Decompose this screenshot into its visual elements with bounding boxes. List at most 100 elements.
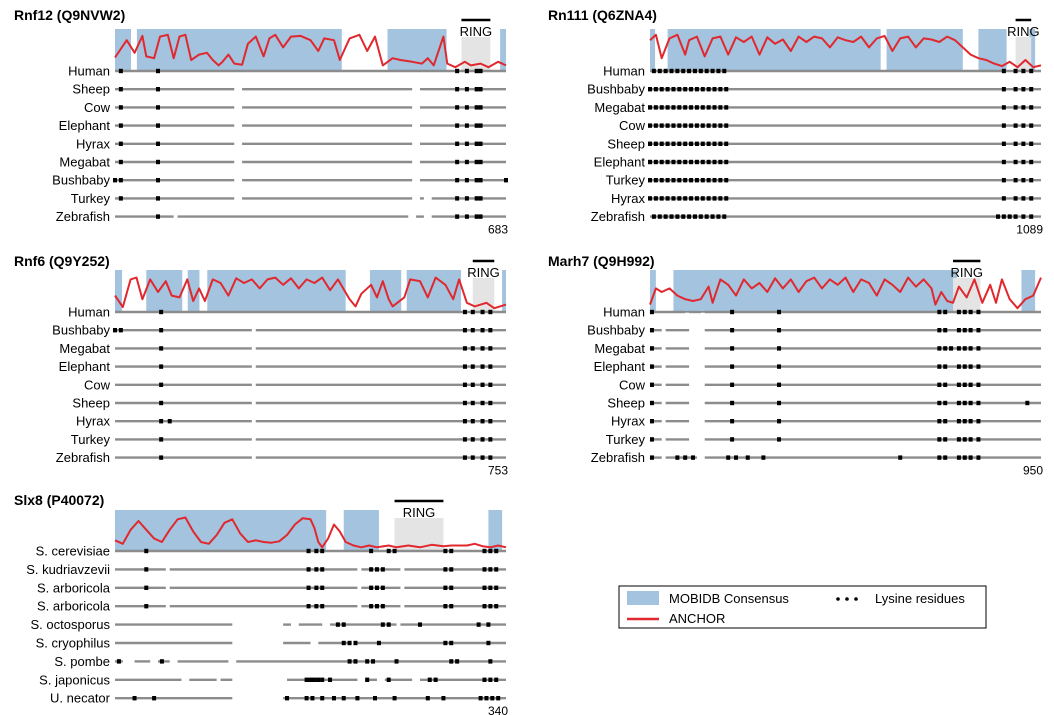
lysine-mark xyxy=(306,548,311,554)
lysine-mark xyxy=(462,328,467,333)
domain-label: RING xyxy=(403,505,436,520)
lysine-mark xyxy=(716,214,721,219)
lysine-mark xyxy=(464,123,469,128)
lysine-mark xyxy=(488,585,493,590)
lysine-mark xyxy=(648,159,652,165)
lysine-mark xyxy=(488,328,493,333)
lysine-mark xyxy=(659,141,664,146)
lysine-mark xyxy=(943,328,948,333)
lysine-mark xyxy=(482,567,487,572)
lysine-mark xyxy=(962,364,967,369)
lysine-mark xyxy=(441,696,446,701)
lysine-mark xyxy=(730,328,735,333)
lysine-mark xyxy=(1029,214,1034,219)
lysine-mark xyxy=(443,604,448,609)
lysine-mark xyxy=(683,123,688,128)
lysine-mark xyxy=(976,400,981,406)
lysine-mark xyxy=(474,178,479,183)
lysine-mark xyxy=(657,68,662,74)
lysine-mark xyxy=(653,105,658,110)
lysine-mark xyxy=(118,141,123,146)
species-row: Turkey xyxy=(71,191,506,206)
lysine-mark xyxy=(726,455,731,460)
lysine-mark xyxy=(669,214,674,219)
lysine-mark xyxy=(462,400,467,406)
lysine-mark xyxy=(1001,196,1006,201)
disorder-region xyxy=(488,510,503,551)
lysine-mark xyxy=(968,437,973,442)
lysine-mark xyxy=(694,141,699,146)
lysine-mark xyxy=(494,548,499,554)
lysine-mark xyxy=(777,382,782,387)
lysine-mark xyxy=(347,659,352,664)
lysine-mark xyxy=(937,400,942,406)
lysine-mark xyxy=(1001,141,1006,146)
lysine-mark xyxy=(392,548,397,554)
lysine-mark xyxy=(478,141,483,146)
lysine-mark xyxy=(118,87,123,92)
species-row: S. arboricola xyxy=(37,599,506,614)
lysine-mark xyxy=(464,214,469,219)
lysine-mark xyxy=(937,328,942,333)
lysine-mark xyxy=(968,346,973,351)
lysine-mark xyxy=(488,455,493,460)
lysine-mark xyxy=(1001,159,1006,165)
panel-title: Marh7 (Q9H992) xyxy=(548,253,655,269)
lysine-mark xyxy=(683,87,688,92)
species-row: Sheep xyxy=(607,396,1041,411)
lysine-mark xyxy=(943,364,948,369)
species-row: Elephant xyxy=(594,155,1041,170)
species-row: Human xyxy=(68,64,506,79)
species-row: Sheep xyxy=(72,82,506,97)
lysine-mark xyxy=(156,141,161,146)
lysine-mark xyxy=(1029,141,1034,146)
lysine-mark xyxy=(677,105,682,110)
lysine-mark xyxy=(353,659,358,664)
species-label: U. necator xyxy=(50,691,111,706)
lysine-mark xyxy=(956,437,961,442)
lysine-mark xyxy=(700,196,705,201)
sequence-length-label: 950 xyxy=(1023,464,1043,478)
lysine-mark xyxy=(968,419,973,424)
lysine-mark xyxy=(694,159,699,165)
lysine-mark xyxy=(649,382,654,387)
species-label: Human xyxy=(603,305,645,320)
lysine-mark xyxy=(1001,214,1006,219)
lysine-mark xyxy=(976,419,981,424)
species-label: Megabat xyxy=(594,100,645,115)
lysine-mark xyxy=(144,567,149,572)
disorder-region xyxy=(886,29,963,71)
lysine-mark xyxy=(464,196,469,201)
lysine-mark xyxy=(156,87,161,92)
lysine-mark xyxy=(369,604,374,609)
lysine-mark xyxy=(113,328,117,333)
lysine-mark xyxy=(306,604,311,609)
lysine-mark xyxy=(730,309,735,315)
lysine-mark xyxy=(943,455,948,460)
lysine-mark xyxy=(159,455,164,460)
lysine-mark xyxy=(486,640,491,646)
lysine-mark xyxy=(474,141,479,146)
lysine-mark xyxy=(689,105,694,110)
species-row: Human xyxy=(68,305,506,320)
lysine-mark xyxy=(689,196,694,201)
disorder-region xyxy=(187,270,200,312)
lysine-mark xyxy=(659,105,664,110)
lysine-mark xyxy=(1013,68,1018,74)
lysine-mark xyxy=(118,159,123,165)
lysine-mark xyxy=(653,123,658,128)
lysine-mark xyxy=(962,400,967,406)
lysine-mark xyxy=(314,567,319,572)
species-row: S. kudriavzevii xyxy=(26,562,506,577)
lysine-mark xyxy=(380,622,385,627)
lysine-mark xyxy=(156,123,161,128)
lysine-mark xyxy=(1021,178,1026,183)
lysine-mark xyxy=(745,455,750,460)
lysine-mark xyxy=(474,68,479,74)
lysine-mark xyxy=(478,105,483,110)
panel-title: Rn111 (Q6ZNA4) xyxy=(548,7,657,23)
species-row: Zebrafish xyxy=(56,209,506,224)
legend-anchor-label: ANCHOR xyxy=(669,611,725,626)
lysine-mark xyxy=(118,68,123,74)
lysine-mark xyxy=(1029,123,1034,128)
